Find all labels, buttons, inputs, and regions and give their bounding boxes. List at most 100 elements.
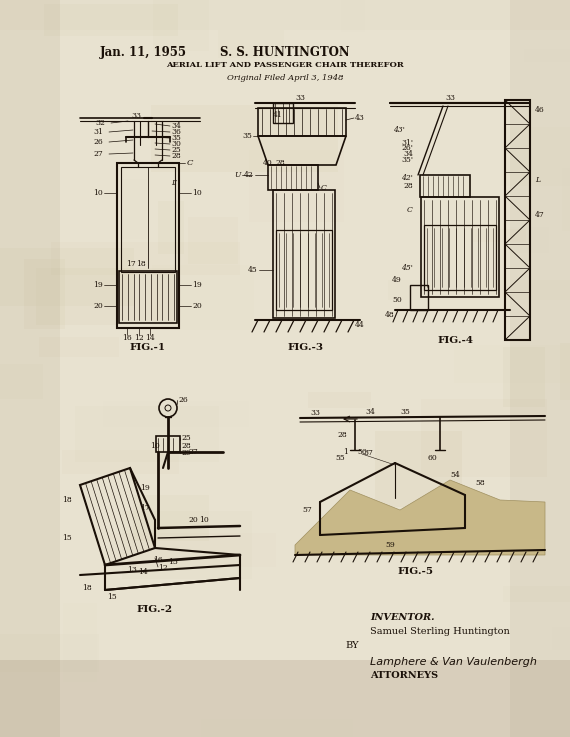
Text: 20: 20 — [192, 302, 202, 310]
Bar — [510, 0, 570, 737]
Text: 20: 20 — [188, 516, 198, 524]
Bar — [273, 103, 293, 123]
Bar — [268, 165, 318, 190]
Bar — [374, 431, 462, 507]
Bar — [249, 150, 344, 222]
Bar — [560, 343, 570, 400]
Text: 33: 33 — [310, 409, 320, 417]
Text: 35: 35 — [242, 132, 252, 140]
Bar — [421, 399, 547, 477]
Text: 27: 27 — [188, 448, 198, 456]
Text: 33: 33 — [445, 94, 455, 102]
Text: 13: 13 — [168, 558, 178, 566]
Bar — [388, 281, 570, 300]
Text: 28: 28 — [275, 159, 285, 167]
Bar — [258, 108, 346, 136]
Text: 10: 10 — [93, 189, 103, 197]
Text: 34: 34 — [403, 150, 413, 158]
Bar — [119, 271, 177, 323]
Bar — [103, 401, 249, 427]
Text: FIG.-5: FIG.-5 — [397, 567, 433, 576]
Text: Samuel Sterling Huntington: Samuel Sterling Huntington — [370, 627, 510, 637]
Bar — [0, 0, 60, 737]
Bar — [503, 347, 545, 407]
Text: 14: 14 — [138, 568, 148, 576]
Text: 28: 28 — [181, 442, 191, 450]
Text: 59: 59 — [385, 541, 395, 549]
Text: 49: 49 — [392, 276, 402, 284]
Text: C: C — [187, 159, 193, 167]
Text: 19: 19 — [140, 484, 150, 492]
Bar — [75, 406, 219, 462]
Bar — [117, 163, 179, 328]
Text: 44: 44 — [355, 321, 365, 329]
Text: 45: 45 — [249, 266, 258, 274]
Bar — [424, 225, 496, 290]
Text: 25: 25 — [171, 146, 181, 154]
Text: 43: 43 — [355, 114, 365, 122]
Text: 10: 10 — [199, 516, 209, 524]
Text: 26: 26 — [178, 396, 188, 404]
Bar — [273, 190, 335, 318]
Bar — [0, 660, 570, 737]
Text: 28: 28 — [171, 152, 181, 160]
Text: 19: 19 — [93, 281, 103, 289]
Bar — [0, 364, 43, 399]
Bar — [0, 248, 134, 306]
Polygon shape — [295, 480, 545, 555]
Text: FIG.-3: FIG.-3 — [287, 343, 323, 352]
Bar — [201, 719, 353, 737]
Bar — [410, 285, 428, 310]
Text: 56: 56 — [357, 448, 367, 456]
Text: 58: 58 — [475, 479, 485, 487]
Text: 55: 55 — [335, 454, 345, 462]
Bar — [153, 0, 209, 51]
Bar — [420, 175, 470, 197]
Text: II: II — [171, 179, 177, 187]
Text: 57: 57 — [302, 506, 312, 514]
Bar — [119, 179, 146, 239]
Text: Original Filed April 3, 1948: Original Filed April 3, 1948 — [227, 74, 343, 82]
Text: 26: 26 — [93, 138, 103, 146]
Text: 35': 35' — [401, 156, 413, 164]
Bar — [151, 105, 339, 172]
Bar — [276, 230, 332, 310]
Text: 13: 13 — [127, 566, 137, 574]
Text: 33: 33 — [295, 94, 305, 102]
Text: 12: 12 — [158, 564, 168, 572]
Text: 45': 45' — [401, 264, 413, 272]
Text: 43': 43' — [393, 126, 405, 134]
Bar — [110, 533, 276, 567]
Bar — [501, 127, 570, 186]
Text: 29: 29 — [181, 449, 191, 457]
Text: C: C — [321, 184, 327, 192]
Text: 14: 14 — [145, 334, 155, 342]
Text: INVENTOR.: INVENTOR. — [370, 613, 434, 623]
Text: 34: 34 — [171, 122, 181, 130]
Text: 40: 40 — [263, 159, 273, 167]
Text: 19: 19 — [192, 281, 202, 289]
Text: 17: 17 — [140, 504, 150, 512]
Text: 1: 1 — [343, 448, 348, 456]
Text: 12: 12 — [134, 334, 144, 342]
Text: FIG.-1: FIG.-1 — [130, 343, 166, 352]
Bar — [508, 227, 548, 253]
Bar — [39, 337, 119, 357]
Bar — [421, 197, 499, 297]
Text: 35: 35 — [171, 134, 181, 142]
Text: ATTORNEYS: ATTORNEYS — [370, 671, 438, 680]
Text: 18: 18 — [62, 496, 72, 504]
Text: 16: 16 — [122, 334, 132, 342]
Bar — [524, 49, 570, 62]
Text: AERIAL LIFT AND PASSENGER CHAIR THEREFOR: AERIAL LIFT AND PASSENGER CHAIR THEREFOR — [166, 61, 404, 69]
Text: L: L — [535, 176, 540, 184]
Text: 16: 16 — [153, 556, 163, 564]
Bar — [218, 30, 284, 57]
Bar — [62, 450, 180, 474]
Text: 48: 48 — [385, 311, 395, 319]
Text: 28: 28 — [403, 182, 413, 190]
Bar — [0, 635, 99, 672]
Bar — [454, 346, 570, 383]
Text: 25: 25 — [181, 434, 191, 442]
Text: 26': 26' — [401, 144, 413, 152]
